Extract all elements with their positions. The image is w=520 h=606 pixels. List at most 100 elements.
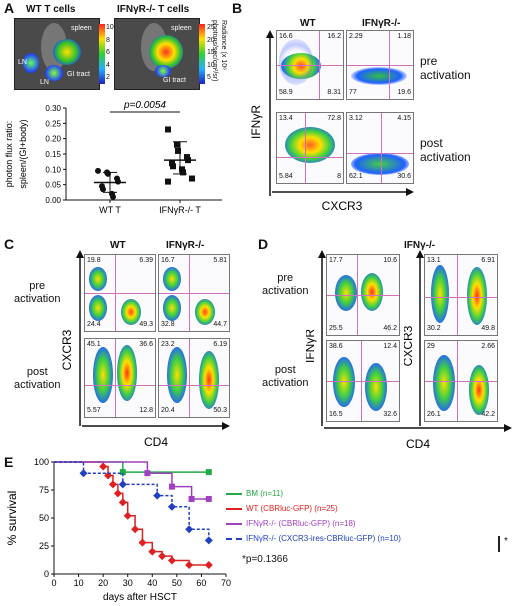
e-marker <box>148 547 157 556</box>
e-xtick-label: 10 <box>74 578 84 588</box>
pvalue-note: *p=0.1366 <box>242 554 288 565</box>
a-point-wt <box>100 186 106 193</box>
significance-bracket <box>498 536 500 552</box>
e-marker <box>113 489 122 498</box>
panel-c-row-pre: pre activation <box>14 280 61 305</box>
panel-b-col-wt: WT <box>300 18 316 29</box>
e-marker <box>144 470 151 477</box>
panel-e-letter: E <box>4 454 14 470</box>
legend-label: IFNγR-/- (CBRluc-GFP) (n=18) <box>246 519 356 528</box>
panel-c-col-ko: IFNγR-/- <box>166 240 205 251</box>
legend-entry: BM (n=11) <box>226 486 516 501</box>
legend-swatch <box>226 537 242 540</box>
e-marker <box>108 480 117 489</box>
legend-entry: IFNγR-/- (CXCR3-ires-CBRluc-GFP) (n=10) <box>226 531 516 546</box>
panel-c-ylabel: CXCR3 <box>62 329 74 370</box>
a-point-wt <box>95 167 101 174</box>
e-marker <box>118 480 127 489</box>
panel-b-xlabel: CXCR3 <box>322 199 363 213</box>
panel-d-letter: D <box>258 236 269 252</box>
panel-a-wt-title: WT T cells <box>26 4 76 15</box>
facs-b-wt-post: 13.4 72.8 5.84 8 <box>276 112 344 184</box>
a-ylabel: photon flux ratio: <box>4 121 14 188</box>
legend-swatch <box>226 507 242 510</box>
panel-d-y-axis-1: IFNγR <box>306 250 326 426</box>
panel-d-y-axis-2: CXCR3 <box>404 250 424 426</box>
e-marker <box>168 483 175 490</box>
e-marker <box>204 536 213 545</box>
legend-label: IFNγR-/- (CXCR3-ires-CBRluc-GFP) (n=10) <box>246 534 401 543</box>
e-marker <box>153 491 162 500</box>
facs-b-ko-post: 3.12 4.15 62.1 30.6 <box>346 112 414 184</box>
panel-a-letter: A <box>4 0 15 16</box>
a-xtick-label: IFNγR-/- T <box>159 205 201 215</box>
e-series-line <box>54 461 209 500</box>
legend-label: BM (n=11) <box>246 489 283 498</box>
facs-d-cxcr3-post: 29 2.66 26.1 42.2 <box>424 340 498 422</box>
panel-b-y-axis: IFNγR <box>249 30 274 196</box>
e-marker <box>138 538 147 547</box>
e-marker <box>204 561 213 570</box>
e-marker <box>123 511 132 520</box>
panel-a-ko-title: IFNγR-/- T cells <box>117 4 190 15</box>
legend-entry: IFNγR-/- (CBRluc-GFP) (n=18) <box>226 516 516 531</box>
panel-e-legend: BM (n=11) WT (CBRluc-GFP) (n=25) IFNγR-/- … <box>226 486 516 546</box>
panel-d-row-pre: pre activation <box>262 272 309 297</box>
gi-label-ko: GI tract <box>163 77 186 84</box>
e-marker <box>185 561 194 570</box>
e-marker <box>205 495 212 502</box>
e-ytick-label: 75 <box>39 485 49 495</box>
a-point-ko <box>169 160 175 167</box>
e-ytick-label: 0 <box>44 569 49 579</box>
panel-c-letter: C <box>4 236 15 252</box>
panel-e-survival: 100 75 50 25 00 10 20 30 40 50 60 70 % survival days … <box>5 457 231 603</box>
e-ytick-label: 50 <box>39 513 49 523</box>
facs-d-cxcr3-pre: 13.1 6.91 30.2 49.8 <box>424 254 498 336</box>
colorbar-wt <box>99 24 105 84</box>
bioluminescence-image-wt: LN LN spleen GI tract <box>14 18 100 90</box>
panel-b-ylabel: IFNγR <box>249 105 263 139</box>
legend-label: WT (CBRluc-GFP) (n=25) <box>246 504 338 513</box>
panel-b-x-axis: CXCR3 <box>272 188 414 213</box>
facs-c-ko-pre: 16.7 5.81 32.8 44.7 <box>158 254 230 332</box>
panel-b-letter: B <box>232 0 243 16</box>
spleen-label-ko: spleen <box>171 25 192 32</box>
a-ytick-label: 0.15 <box>45 150 61 159</box>
e-marker <box>131 525 140 534</box>
e-series-line <box>54 461 209 473</box>
a-point-wt <box>110 193 116 200</box>
facs-c-wt-pre: 19.8 6.39 24.4 49.3 <box>84 254 156 332</box>
e-marker <box>188 495 195 502</box>
ln-label-wt: LN <box>18 59 27 66</box>
a-ytick-label: 0.10 <box>45 165 61 174</box>
e-marker <box>167 556 176 565</box>
e-series-line <box>54 461 210 541</box>
facs-d-ifngr-post: 38.6 12.4 16.5 32.6 <box>326 340 400 422</box>
panel-c-x-axis: CD4 <box>82 422 230 449</box>
a-point-ko <box>180 169 186 176</box>
facs-b-wt-pre: 16.6 16.2 58.9 8.31 <box>276 30 344 100</box>
e-marker <box>118 498 127 507</box>
e-marker <box>119 469 126 476</box>
panel-c-row-post: post activation <box>14 366 61 391</box>
panel-b-row-pre: pre activation <box>420 54 471 82</box>
a-ytick-label: 0.20 <box>45 135 61 144</box>
e-xlabel: days after HSCT <box>103 592 177 603</box>
a-pvalue: p=0.0054 <box>123 100 166 111</box>
panel-d-ylabel-2: CXCR3 <box>404 325 415 366</box>
panel-a-scatter: 0.30 0.25 0.20 0.15 0.10 0.05 0.00 photon flux … <box>4 100 222 215</box>
legend-swatch <box>226 492 242 495</box>
colorbar-ko <box>199 24 205 84</box>
a-xtick-label: WT T <box>99 205 121 215</box>
panel-b-row-post: post activation <box>420 136 471 164</box>
panel-c-col-wt: WT <box>110 240 126 251</box>
e-xtick-label: 20 <box>98 578 108 588</box>
facs-c-wt-post: 45.1 36.6 5.57 12.8 <box>84 338 156 418</box>
facs-c-ko-post: 23.2 6.19 20.4 50.3 <box>158 338 230 418</box>
e-marker <box>167 502 176 511</box>
a-point-ko <box>175 147 181 154</box>
e-xtick-label: 0 <box>51 578 56 588</box>
a-point-ko <box>165 126 171 133</box>
facs-d-ifngr-pre: 17.7 10.6 25.5 46.2 <box>326 254 400 336</box>
a-ytick-label: 0.00 <box>45 196 61 205</box>
